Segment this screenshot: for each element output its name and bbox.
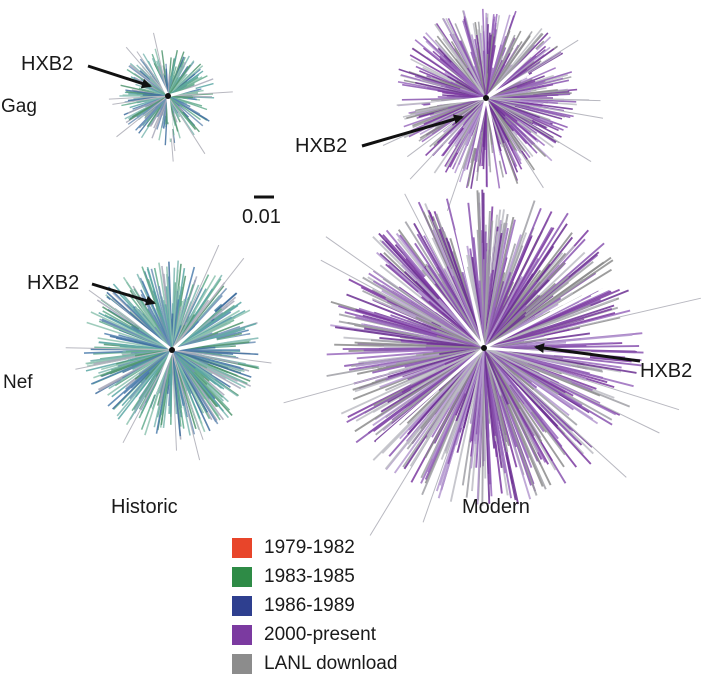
legend-swatch (232, 654, 252, 674)
legend-item-1983-1985: 1983-1985 (232, 562, 397, 591)
legend-label: 1986-1989 (264, 595, 355, 617)
tree-nef-historic (66, 245, 272, 460)
tree-root (483, 95, 489, 101)
tree-nef-modern (284, 190, 701, 536)
row-label-gag: Gag (1, 97, 37, 116)
legend-label: 2000-present (264, 624, 376, 646)
legend-label: 1979-1982 (264, 537, 355, 559)
tree-gag-historic (109, 33, 233, 162)
legend-swatch (232, 625, 252, 645)
tree-branch (343, 348, 484, 349)
scale-bar-label: 0.01 (242, 207, 281, 227)
tree-gag-modern (383, 9, 603, 211)
legend-label: 1983-1985 (264, 566, 355, 588)
tree-root (165, 93, 171, 99)
hxb2-label-nef-historic: HXB2 (27, 273, 79, 293)
legend-item-2000-present: 2000-present (232, 620, 397, 649)
tree-root (481, 345, 487, 351)
tree-root (169, 347, 175, 353)
legend-swatch (232, 596, 252, 616)
row-label-nef: Nef (3, 373, 33, 392)
column-label-historic: Historic (111, 497, 178, 517)
legend-swatch (232, 538, 252, 558)
hxb2-label-gag-modern: HXB2 (295, 136, 347, 156)
hxb2-label-nef-modern: HXB2 (640, 361, 692, 381)
legend-item-1979-1982: 1979-1982 (232, 533, 397, 562)
column-label-modern: Modern (462, 497, 530, 517)
legend-label: LANL download (264, 653, 397, 675)
legend: 1979-1982 1983-1985 1986-1989 2000-prese… (232, 533, 397, 678)
legend-item-lanl-download: LANL download (232, 649, 397, 678)
tree-branch (486, 98, 487, 187)
hxb2-label-gag-historic: HXB2 (21, 54, 73, 74)
legend-swatch (232, 567, 252, 587)
legend-item-1986-1989: 1986-1989 (232, 591, 397, 620)
